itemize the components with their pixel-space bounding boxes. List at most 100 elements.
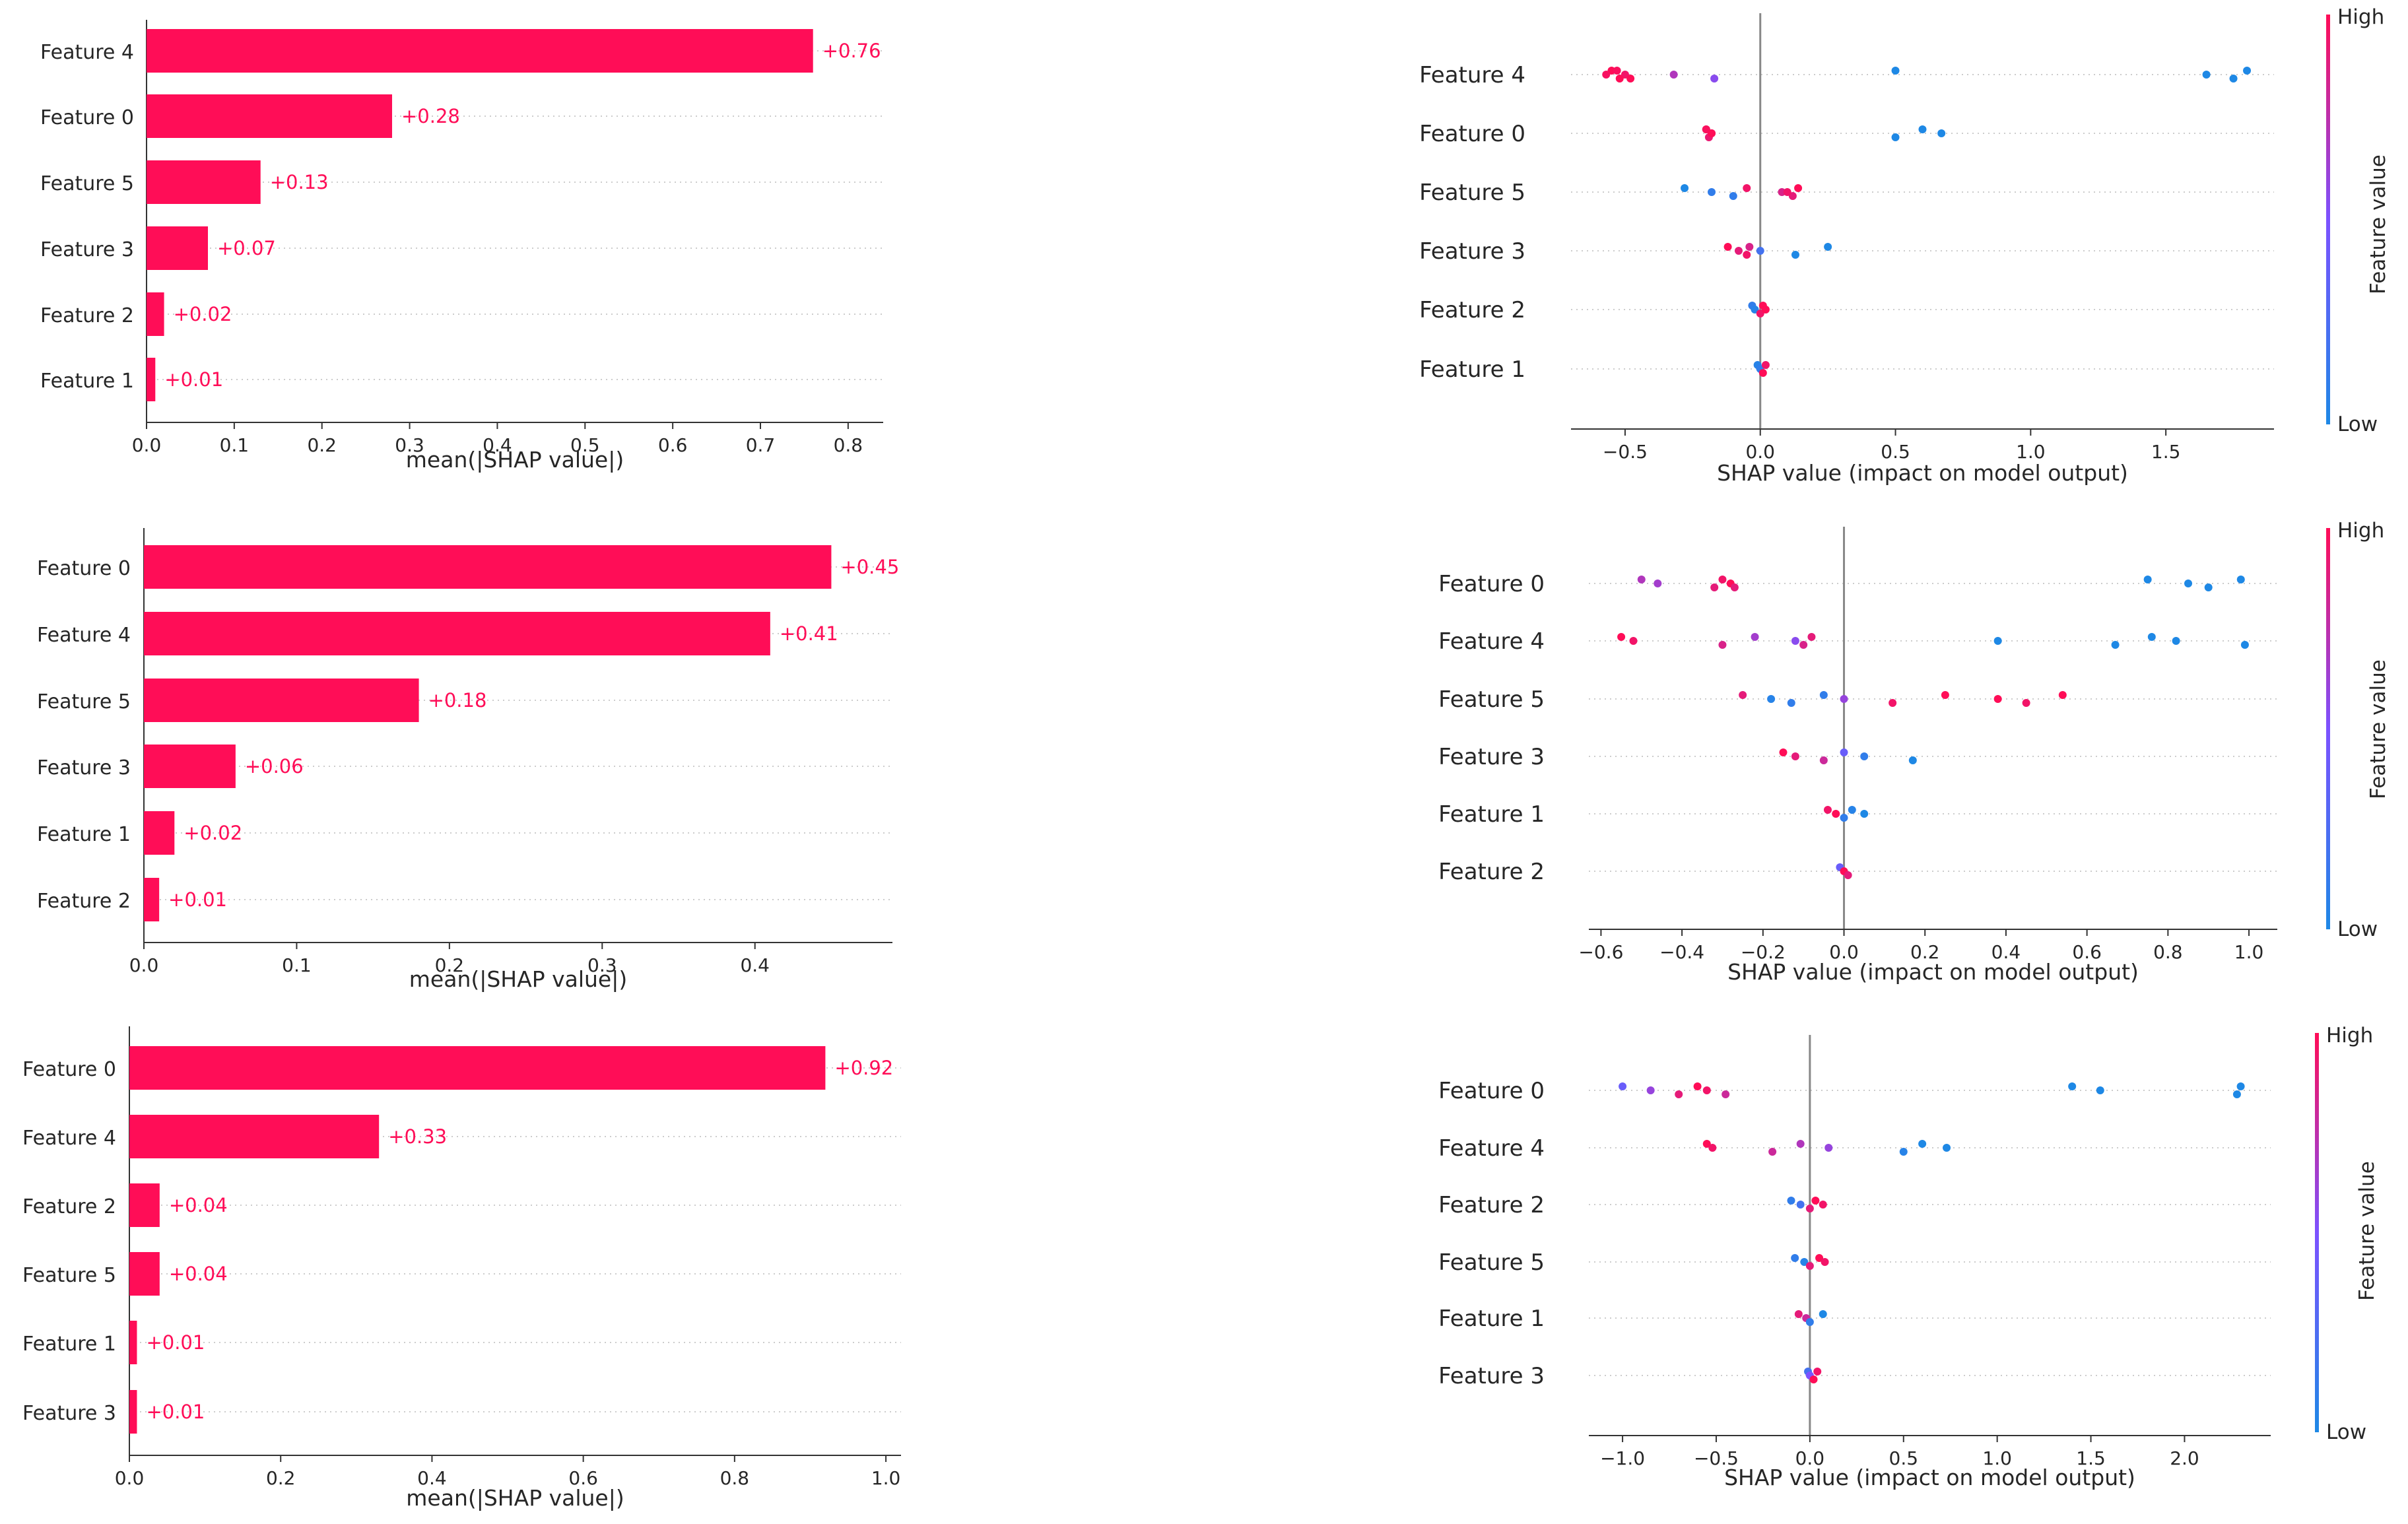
shap-point: [1840, 748, 1848, 756]
shap-point: [1794, 1310, 1803, 1318]
shap-point: [1791, 1254, 1799, 1262]
shap-point: [1617, 633, 1626, 641]
shap-point: [1993, 695, 2002, 703]
x-tick-label: 0.6: [568, 1467, 598, 1489]
x-tick-label: 0.2: [266, 1467, 296, 1489]
shap-point: [1708, 129, 1716, 137]
shap-point: [1783, 188, 1791, 196]
x-tick-label: 1.5: [2076, 1447, 2106, 1469]
x-tick-label: −0.6: [1578, 941, 1623, 963]
shap-point: [1819, 691, 1828, 699]
shap-point: [1796, 1140, 1805, 1148]
shap-point: [2202, 71, 2211, 79]
x-tick-label: 0.8: [2153, 941, 2183, 963]
shap-point: [2096, 1086, 2104, 1094]
bar: [144, 745, 236, 788]
x-tick-label: 1.0: [2016, 441, 2046, 463]
colorbar-title: Feature value: [2366, 154, 2390, 294]
shap-point: [1819, 1201, 1827, 1209]
feature-label: Feature 3: [37, 756, 131, 779]
feature-label: Feature 2: [1438, 1192, 1545, 1218]
shap-point: [1805, 1262, 1814, 1270]
shap-point: [1805, 1205, 1814, 1212]
x-tick-label: 0.0: [1829, 941, 1859, 963]
bar-value-label: +0.18: [428, 689, 487, 712]
shap-point: [2143, 576, 2152, 583]
bar: [147, 226, 208, 270]
shap-point: [1722, 1090, 1730, 1098]
shap-point: [1761, 361, 1770, 369]
shap-point: [1794, 184, 1803, 192]
shap-point: [2236, 1082, 2245, 1090]
shap-point: [1891, 133, 1900, 141]
shap-point: [1615, 75, 1624, 83]
shap-point: [2172, 637, 2180, 645]
chart-panel-4: Feature 0 Feature 4 Feature 5 Feature 3 Feat…: [1438, 527, 2277, 985]
x-axis-title: mean(|SHAP value|): [406, 447, 624, 473]
x-tick-label: 0.8: [720, 1467, 750, 1489]
x-tick-label: 0.5: [570, 434, 600, 456]
feature-label: Feature 4: [1438, 1135, 1545, 1162]
feature-label: Feature 1: [37, 823, 131, 846]
feature-label: Feature 1: [22, 1333, 116, 1356]
chart-panel-6: Feature 0 Feature 4 Feature 2 Feature 5 Feat…: [1438, 1035, 2271, 1490]
x-tick-label: 0.2: [307, 434, 337, 456]
shap-point: [1918, 125, 1927, 133]
bar-value-label: +0.41: [780, 622, 838, 645]
x-tick-label: 2.0: [2170, 1447, 2199, 1469]
shap-point: [1800, 1258, 1809, 1266]
bar: [144, 612, 770, 655]
feature-label: Feature 2: [22, 1195, 116, 1218]
x-tick-label: 0.2: [435, 954, 465, 976]
shap-point: [1767, 695, 1776, 703]
feature-label: Feature 3: [1438, 744, 1545, 770]
feature-label: Feature 4: [37, 624, 131, 647]
shap-point: [1821, 1258, 1829, 1266]
colorbar-1: High Low Feature value: [2326, 5, 2390, 436]
x-axis-title: SHAP value (impact on model output): [1724, 1465, 2135, 1490]
bar-value-label: +0.02: [184, 822, 242, 844]
shap-point: [1943, 1144, 1951, 1152]
shap-point: [2229, 75, 2238, 83]
bar-value-label: +0.13: [270, 171, 329, 193]
colorbar-title: Feature value: [2355, 1161, 2379, 1301]
shap-point: [2111, 641, 2120, 649]
shap-point: [2058, 691, 2067, 699]
x-tick-label: −0.5: [1603, 441, 1648, 463]
feature-label: Feature 3: [40, 238, 134, 261]
shap-point: [1702, 1086, 1711, 1094]
shap-point: [1860, 752, 1869, 760]
bar: [129, 1115, 380, 1158]
feature-label: Feature 0: [22, 1058, 116, 1081]
bar-value-label: +0.33: [388, 1125, 447, 1148]
shap-point: [1646, 1086, 1655, 1094]
x-tick-label: 0.1: [282, 954, 312, 976]
shap-point: [1813, 1368, 1822, 1375]
shap-point: [1823, 806, 1832, 814]
shap-point: [2068, 1082, 2077, 1090]
shap-point: [1809, 1375, 1818, 1383]
shap-point: [1937, 129, 1946, 137]
feature-label: Feature 4: [22, 1127, 116, 1150]
shap-point: [1860, 810, 1869, 818]
feature-label: Feature 4: [40, 41, 134, 64]
x-tick-label: 1.0: [2234, 941, 2264, 963]
bar-value-label: +0.04: [169, 1194, 228, 1216]
shap-point: [1791, 637, 1799, 645]
shap-point: [1626, 75, 1635, 83]
feature-label: Feature 4: [1419, 62, 1525, 88]
shap-point: [1844, 871, 1852, 879]
bar-value-label: +0.45: [840, 556, 899, 578]
shap-point: [1840, 695, 1848, 703]
shap-point: [2236, 576, 2245, 583]
shap-point: [1743, 184, 1751, 192]
x-tick-label: 0.4: [1991, 941, 2021, 963]
colorbar-low-label: Low: [2337, 917, 2378, 941]
feature-label: Feature 1: [1419, 356, 1525, 383]
shap-point: [1779, 748, 1788, 756]
feature-label: Feature 0: [40, 106, 134, 129]
x-tick-label: 0.5: [1889, 1447, 1919, 1469]
bar-value-label: +0.06: [245, 755, 304, 778]
shap-point: [1787, 699, 1795, 707]
